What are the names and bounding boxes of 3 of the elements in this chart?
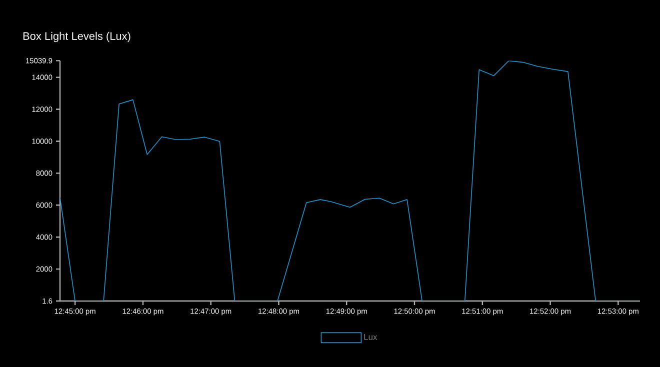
legend-label: Lux <box>364 334 378 340</box>
chart-title: Box Light Levels (Lux) <box>23 32 130 42</box>
line-series <box>60 60 640 301</box>
